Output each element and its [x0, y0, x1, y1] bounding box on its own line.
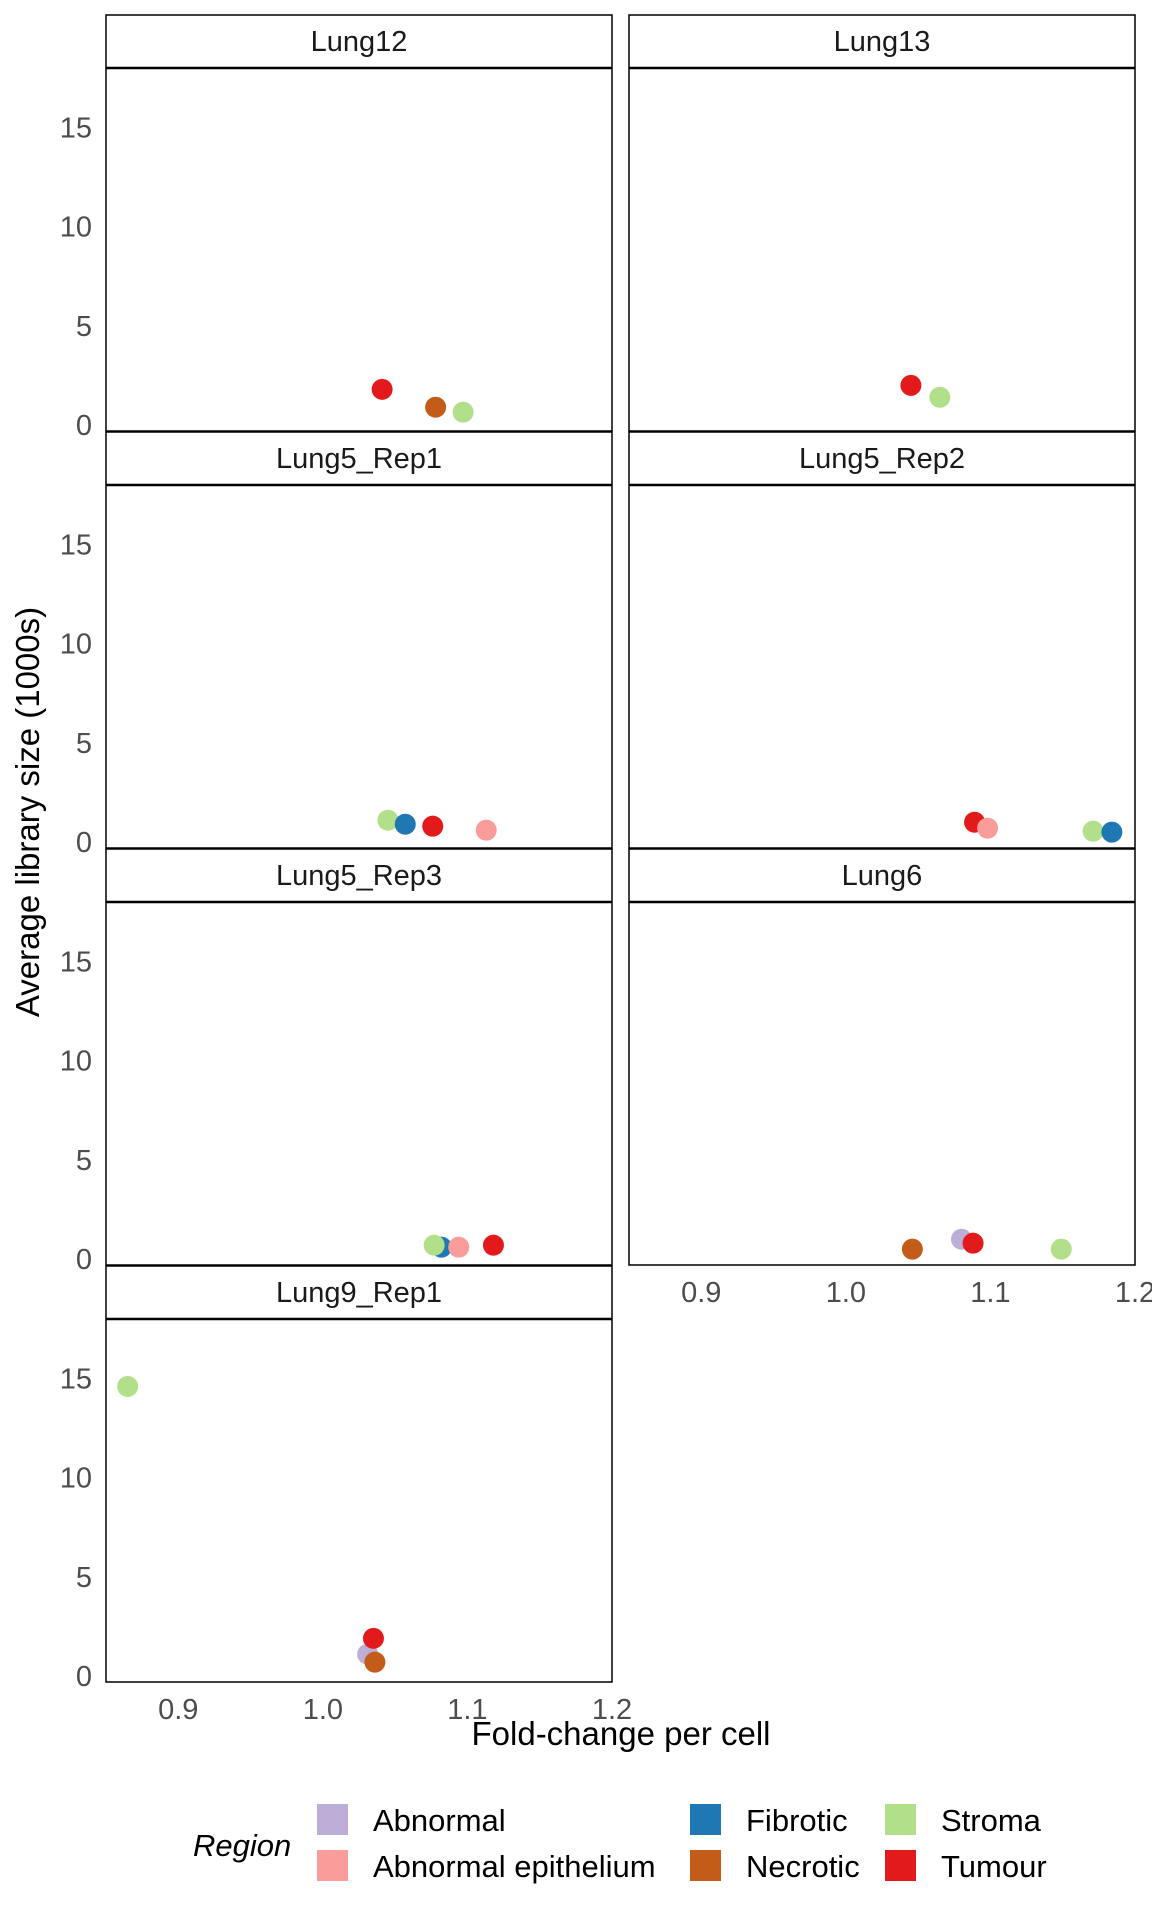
panel-strip	[629, 432, 1135, 485]
y-tick-label: 10	[60, 212, 92, 244]
legend-item-abnormal-epithelium: Abnormal epithelium	[317, 1849, 656, 1884]
y-tick-label: 15	[60, 530, 92, 562]
y-tick-label: 0	[76, 1661, 92, 1693]
legend: Region Abnormal Abnormal epithelium Fibrot…	[193, 1803, 1047, 1884]
legend-swatch	[317, 1850, 348, 1881]
point-stroma	[452, 401, 474, 423]
y-tick-label: 5	[76, 311, 92, 343]
x-tick-label: 1.1	[447, 1694, 487, 1726]
point-fibrotic	[1101, 821, 1123, 843]
y-tick-label: 0	[76, 1244, 92, 1276]
point-tumour	[962, 1232, 984, 1254]
panel-lung6: Lung6 0.9 1.0 1.1 1.2	[628, 848, 1152, 1309]
panel-title: Lung12	[311, 26, 408, 58]
point-necrotic	[425, 396, 447, 418]
point-stroma	[1082, 820, 1104, 842]
legend-item-necrotic: Necrotic	[690, 1849, 860, 1884]
legend-swatch	[690, 1850, 721, 1881]
panel-lung9-rep1: Lung9_Rep1 0 5 10 15 0.9 1.0 1.1 1.2	[60, 1265, 632, 1726]
point-tumour	[900, 374, 922, 396]
panel-strip	[629, 849, 1135, 902]
x-tick-label: 0.9	[158, 1694, 198, 1726]
panel-title: Lung9_Rep1	[276, 1277, 442, 1309]
panel-border	[105, 1265, 613, 1683]
panel-strip	[106, 849, 612, 902]
point-stroma	[1050, 1238, 1072, 1260]
point-fibrotic	[394, 813, 416, 835]
legend-swatch	[885, 1850, 916, 1881]
legend-label: Tumour	[941, 1849, 1047, 1884]
panel-lung5-rep3: Lung5_Rep3 0 5 10 15	[60, 848, 613, 1276]
point-necrotic	[364, 1651, 386, 1673]
x-tick-label: 1.0	[826, 1277, 866, 1309]
panel-lung12: Lung12 0 5 10 15	[60, 14, 613, 442]
point-stroma	[423, 1234, 445, 1256]
point-tumour	[482, 1234, 504, 1256]
y-tick-label: 15	[60, 1364, 92, 1396]
y-tick-label: 0	[76, 827, 92, 859]
x-tick-label: 1.2	[1115, 1277, 1152, 1309]
panel-border	[105, 14, 613, 432]
panel-lung5-rep2: Lung5_Rep2	[628, 431, 1136, 849]
x-axis-title: Fold-change per cell	[472, 1715, 771, 1752]
panel-strip	[106, 432, 612, 485]
panel-border	[628, 14, 1136, 432]
point-stroma	[117, 1375, 139, 1397]
panel-lung13: Lung13	[628, 14, 1136, 432]
y-tick-label: 15	[60, 947, 92, 979]
y-tick-label: 5	[76, 728, 92, 760]
legend-label: Abnormal	[373, 1803, 506, 1838]
legend-item-tumour: Tumour	[885, 1849, 1047, 1884]
y-tick-label: 10	[60, 1046, 92, 1078]
legend-title: Region	[193, 1828, 291, 1863]
legend-item-stroma: Stroma	[885, 1803, 1042, 1838]
legend-label: Abnormal epithelium	[373, 1849, 656, 1884]
panel-title: Lung5_Rep2	[799, 443, 965, 475]
x-tick-label: 1.0	[303, 1694, 343, 1726]
panel-border	[628, 431, 1136, 849]
x-tick-label: 0.9	[681, 1277, 721, 1309]
y-tick-label: 5	[76, 1562, 92, 1594]
panel-strip	[106, 1266, 612, 1319]
legend-swatch	[885, 1804, 916, 1835]
legend-item-fibrotic: Fibrotic	[690, 1803, 848, 1838]
legend-label: Stroma	[941, 1803, 1042, 1838]
point-abnormal-epithelium	[977, 817, 999, 839]
x-tick-label: 1.2	[592, 1694, 632, 1726]
point-necrotic	[901, 1238, 923, 1260]
panel-strip	[629, 15, 1135, 68]
legend-swatch	[317, 1804, 348, 1835]
panel-title: Lung6	[842, 860, 923, 892]
y-tick-label: 15	[60, 113, 92, 145]
y-tick-label: 10	[60, 629, 92, 661]
y-tick-label: 10	[60, 1463, 92, 1495]
legend-label: Fibrotic	[746, 1803, 848, 1838]
point-stroma	[377, 809, 399, 831]
point-stroma	[929, 386, 951, 408]
point-abnormal-epithelium	[448, 1236, 470, 1258]
panel-border	[628, 848, 1136, 1266]
panel-title: Lung13	[834, 26, 931, 58]
panel-border	[105, 848, 613, 1266]
point-abnormal-epithelium	[475, 819, 497, 841]
point-tumour	[371, 378, 393, 400]
point-tumour	[422, 815, 444, 837]
legend-swatch	[690, 1804, 721, 1835]
y-tick-label: 0	[76, 410, 92, 442]
panel-title: Lung5_Rep1	[276, 443, 442, 475]
panel-title: Lung5_Rep3	[276, 860, 442, 892]
x-tick-label: 1.1	[970, 1277, 1010, 1309]
y-tick-label: 5	[76, 1145, 92, 1177]
panel-border	[105, 431, 613, 849]
point-tumour	[362, 1627, 384, 1649]
y-axis-title: Average library size (1000s)	[9, 607, 46, 1017]
panel-lung5-rep1: Lung5_Rep1 0 5 10 15	[60, 431, 613, 859]
panels: Lung12051015Lung13Lung5_Rep1051015Lung5_…	[60, 14, 1152, 1726]
legend-label: Necrotic	[746, 1849, 860, 1884]
legend-item-abnormal: Abnormal	[317, 1803, 506, 1838]
panel-strip	[106, 15, 612, 68]
